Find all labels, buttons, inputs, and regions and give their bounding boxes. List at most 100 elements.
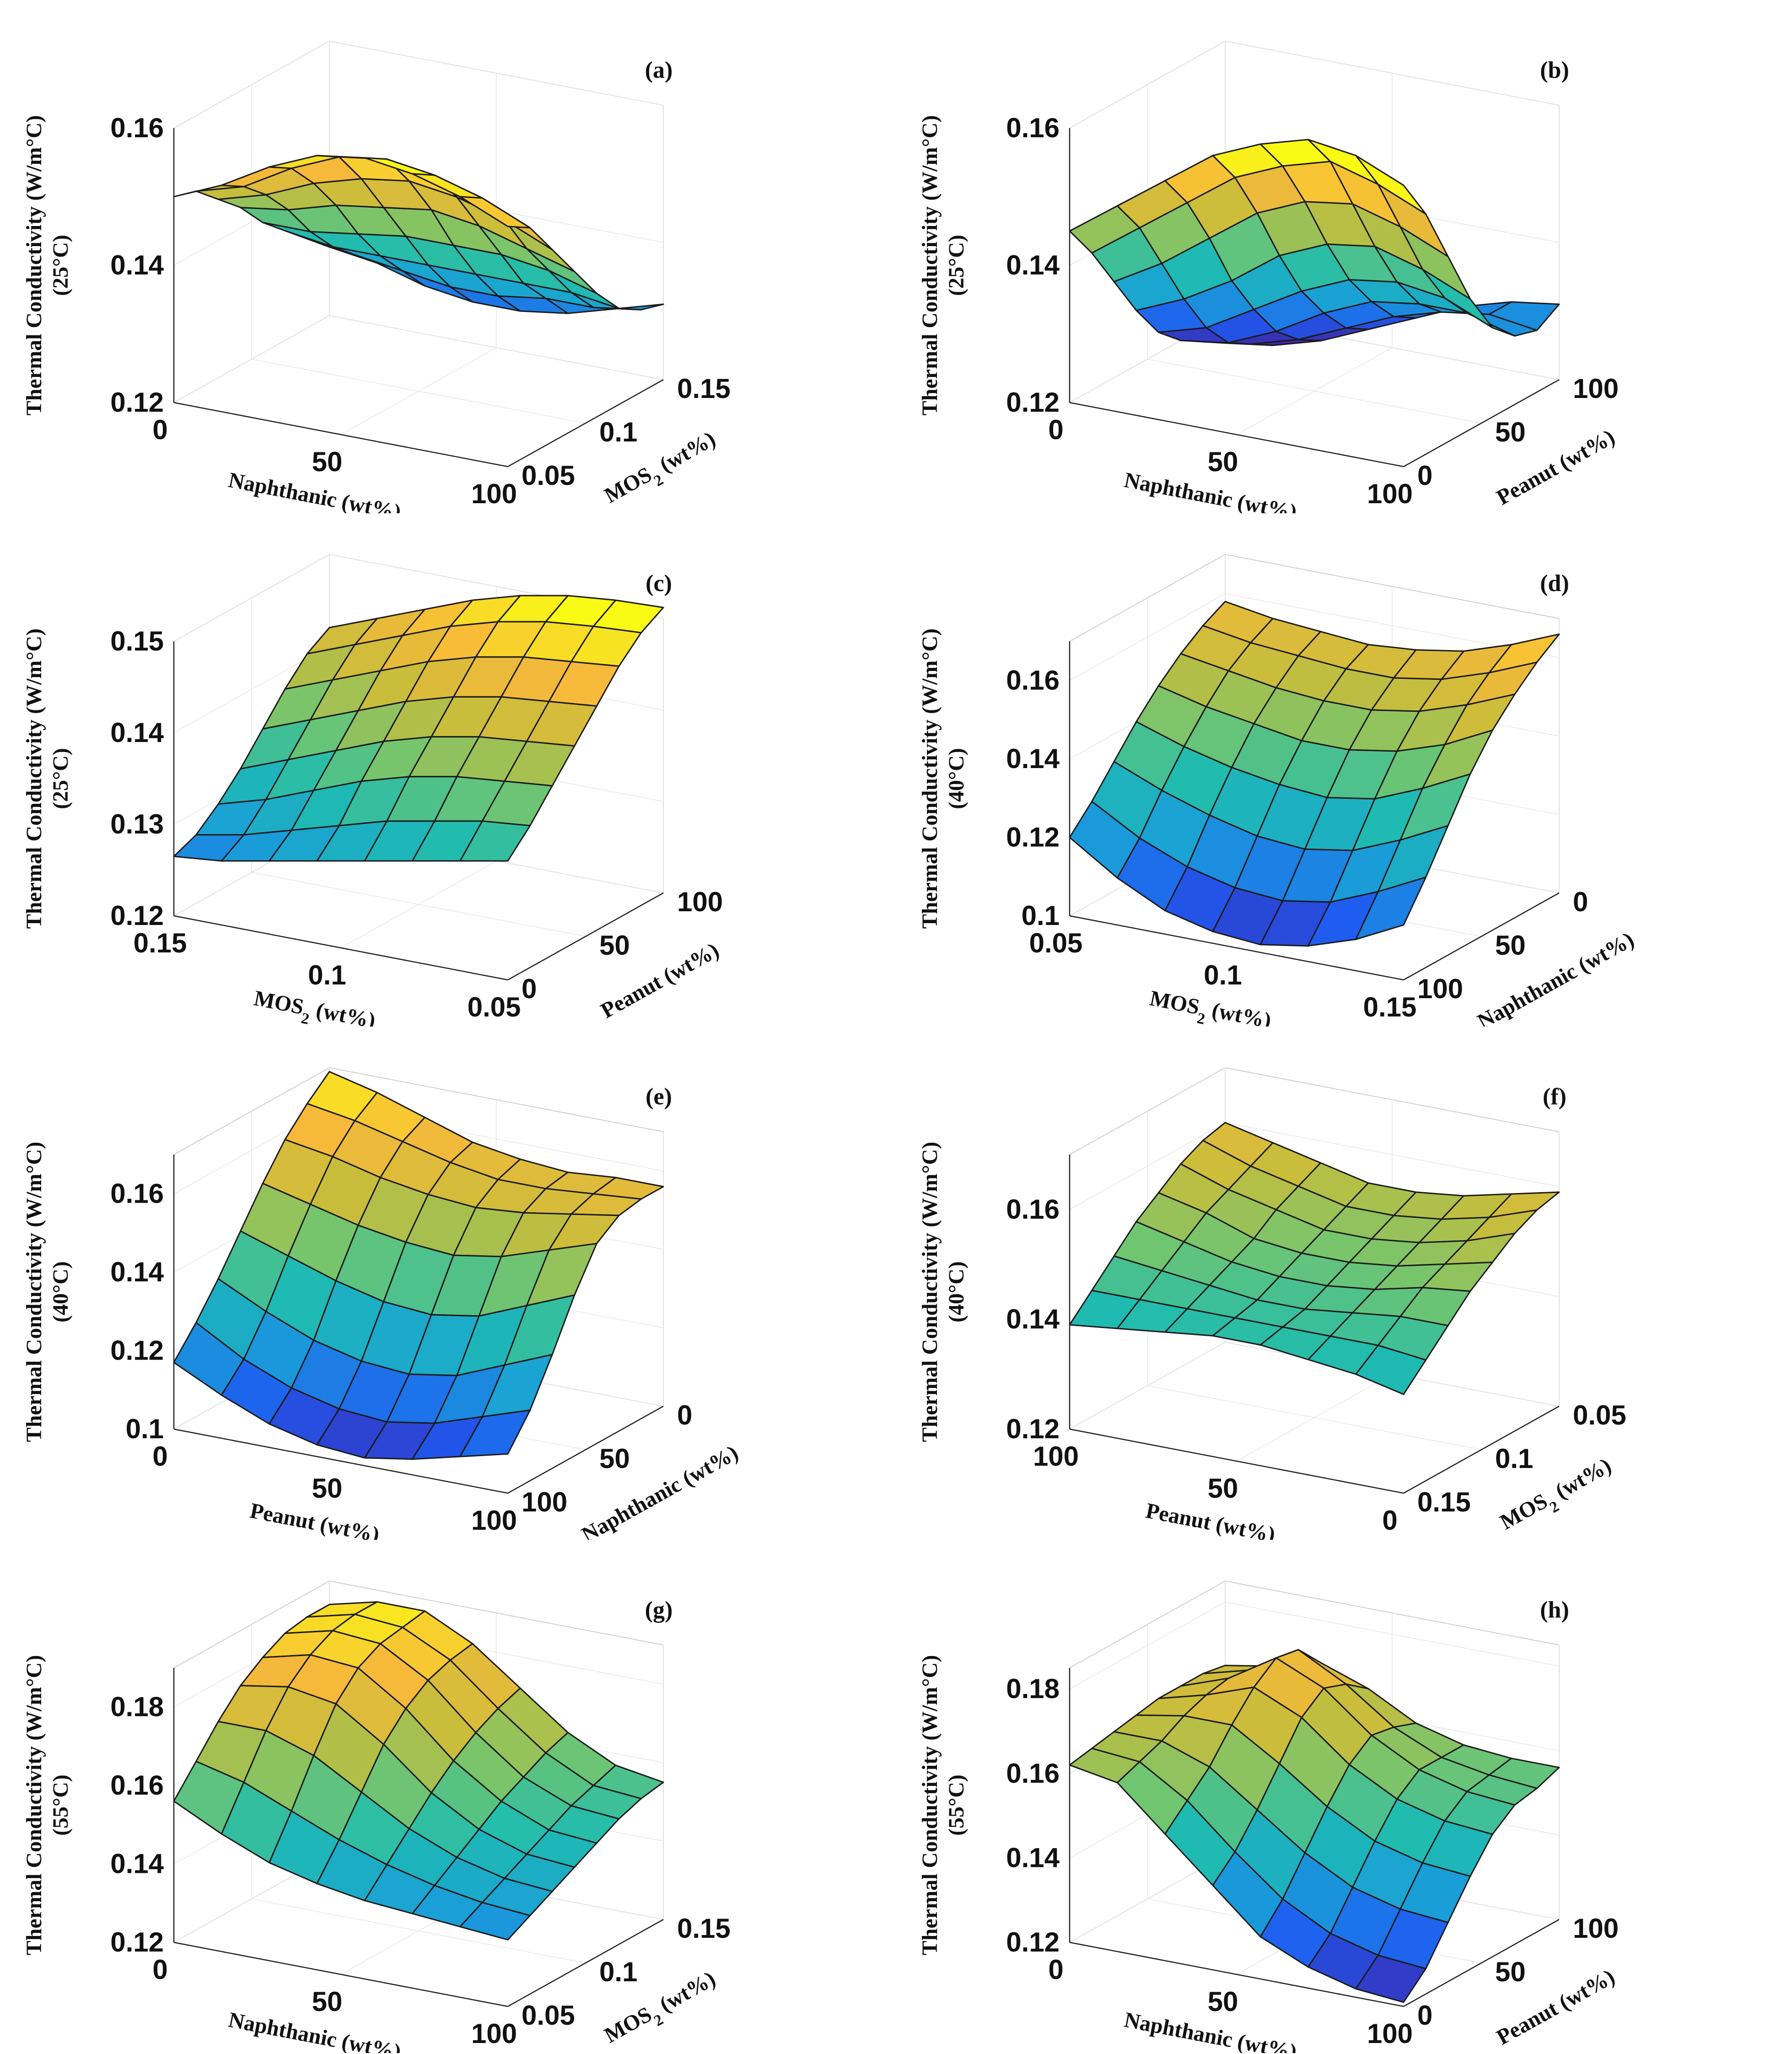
x-tick-label: 0 [1048, 1954, 1063, 1985]
z-tick-label: 0.18 [1006, 1673, 1060, 1704]
z-tick-label: 0.12 [1006, 1414, 1060, 1444]
z-tick-label: 0.12 [110, 900, 164, 931]
x-tick-label: 50 [1208, 1986, 1238, 2017]
y-axis-line [1403, 892, 1560, 981]
z-tick-label: 0.16 [1006, 1194, 1060, 1225]
z-tick-label: 0.15 [110, 626, 164, 656]
z-tick-label: 0.14 [110, 250, 164, 280]
x-tick-label: 50 [1208, 446, 1238, 477]
x-tick-label: 50 [312, 446, 343, 477]
y-tick-label: 0.05 [1573, 1400, 1626, 1430]
surface-facet [1355, 155, 1427, 215]
y-tick-label: 50 [1495, 930, 1526, 961]
panel-label: (b) [1540, 57, 1569, 83]
box-top-edge [1069, 40, 1560, 129]
y-tick-label: 0 [1573, 887, 1588, 917]
surface [173, 155, 664, 314]
y-tick-label: 100 [677, 887, 723, 917]
x-tick-label: 0.1 [1204, 960, 1242, 990]
x-tick-label: 0.15 [134, 928, 187, 958]
x-axis-line [173, 1941, 508, 2007]
surface-panel: 0 50 100 0 50 100 0.12 0.14 0.16 0.18 Naphthanic (… [896, 1540, 1792, 2053]
x-axis-line [173, 915, 508, 981]
x-tick-label: 0 [1382, 1505, 1397, 1536]
x-tick-label: 100 [471, 2018, 517, 2049]
surface [173, 1071, 664, 1460]
z-axis-title: (40°C) [48, 1261, 73, 1323]
surface [1069, 1122, 1560, 1395]
x-tick-label: 0.15 [1363, 992, 1417, 1022]
z-grid-line [173, 41, 664, 129]
box-top-edge [173, 40, 664, 129]
x-axis-title: Peanut (wt%) [248, 1499, 381, 1540]
panel-label: (e) [646, 1084, 672, 1110]
z-tick-label: 0.1 [1022, 900, 1060, 931]
z-tick-label: 0.16 [1006, 665, 1060, 696]
surface [1069, 1649, 1560, 2003]
z-axis-title: (40°C) [944, 1261, 969, 1323]
surface-panel: 0.05 0.1 0.15 100 50 0 0.1 0.12 0.14 0.16 MOS2 (wt… [896, 513, 1792, 1027]
z-tick-label: 0.16 [110, 1178, 164, 1209]
z-axis-title: (40°C) [944, 748, 969, 809]
y-tick-label: 50 [599, 1443, 630, 1474]
x-axis-line [1069, 1941, 1404, 2007]
x-tick-label: 0 [1048, 414, 1063, 445]
surface-chart: 0501000.050.10.150.120.140.160.18Naphtha… [22, 1580, 731, 2053]
z-tick-label: 0.12 [110, 387, 164, 418]
x-tick-label: 50 [312, 1986, 343, 2017]
x-tick-label: 100 [1367, 2018, 1413, 2049]
z-axis-title: (25°C) [944, 235, 969, 296]
x-tick-label: 0 [152, 1954, 167, 1985]
x-axis-title: MOS2 (wt%) [1146, 986, 1273, 1027]
y-tick-label: 0.15 [1417, 1487, 1471, 1517]
z-axis-title: Thermal Conductivity (W/m°C) [22, 1655, 46, 1955]
z-tick-label: 0.16 [110, 1770, 164, 1801]
y-tick-label: 50 [1495, 1957, 1526, 1987]
y-axis-line [1403, 379, 1560, 468]
x-axis-line [173, 402, 508, 468]
surface-chart: 0501000.050.10.150.120.140.16Naphthanic … [22, 40, 731, 513]
y-tick-label: 100 [1573, 1913, 1619, 1944]
z-tick-label: 0.16 [1006, 1758, 1060, 1789]
z-tick-label: 0.14 [1006, 1842, 1060, 1873]
z-tick-label: 0.12 [1006, 387, 1060, 418]
z-tick-label: 0.12 [1006, 822, 1060, 853]
box-top-edge [1069, 1067, 1560, 1155]
y-axis-line [507, 892, 664, 981]
x-tick-label: 50 [312, 1473, 343, 1504]
x-axis-line [173, 1428, 508, 1494]
surface-panel: 0 50 100 0 50 100 0.12 0.14 0.16 Naphthanic (wt%)… [896, 0, 1792, 513]
y-tick-label: 0.1 [599, 417, 637, 447]
surface-panel: 0 50 100 0.05 0.1 0.15 0.12 0.14 0.16 0.18 Naphtha… [0, 1540, 896, 2053]
surface-panel: 0 50 100 100 50 0 0.1 0.12 0.14 0.16 Peanut (wt%) N… [0, 1027, 896, 1540]
surface-panel: 0 50 100 0.05 0.1 0.15 0.12 0.14 0.16 Naphthanic … [0, 0, 896, 513]
y-axis-line [507, 1405, 664, 1494]
panel-label: (a) [645, 57, 673, 83]
y-tick-label: 0.05 [522, 460, 575, 491]
surface-facet [1355, 1954, 1427, 2003]
surface [173, 1601, 664, 1941]
surface [1069, 139, 1560, 346]
surface-facet [459, 820, 531, 862]
z-axis-title: Thermal Conductivity (W/m°C) [918, 115, 942, 415]
x-axis-title: Peanut (wt%) [1144, 1499, 1277, 1540]
surface-facet [1355, 1344, 1427, 1395]
z-axis-title: Thermal Conductivity (W/m°C) [22, 1142, 46, 1442]
y-tick-label: 0.1 [1495, 1443, 1533, 1474]
x-axis-line [1069, 1428, 1404, 1494]
box-top-edge [1069, 554, 1560, 642]
y-tick-label: 50 [1495, 417, 1526, 447]
x-tick-label: 0.05 [468, 992, 521, 1022]
panel-label: (h) [1540, 1597, 1569, 1623]
z-axis-title: (55°C) [48, 1774, 73, 1836]
y-grid-line [329, 41, 664, 380]
x-axis-line [1069, 402, 1404, 468]
x-axis-title: MOS2 (wt%) [251, 986, 377, 1027]
surface-facet [459, 196, 531, 229]
y-grid-line [251, 598, 586, 937]
y-tick-label: 0.15 [677, 1913, 731, 1944]
y-grid-line [1147, 1111, 1482, 1450]
z-tick-label: 0.1 [126, 1414, 164, 1444]
